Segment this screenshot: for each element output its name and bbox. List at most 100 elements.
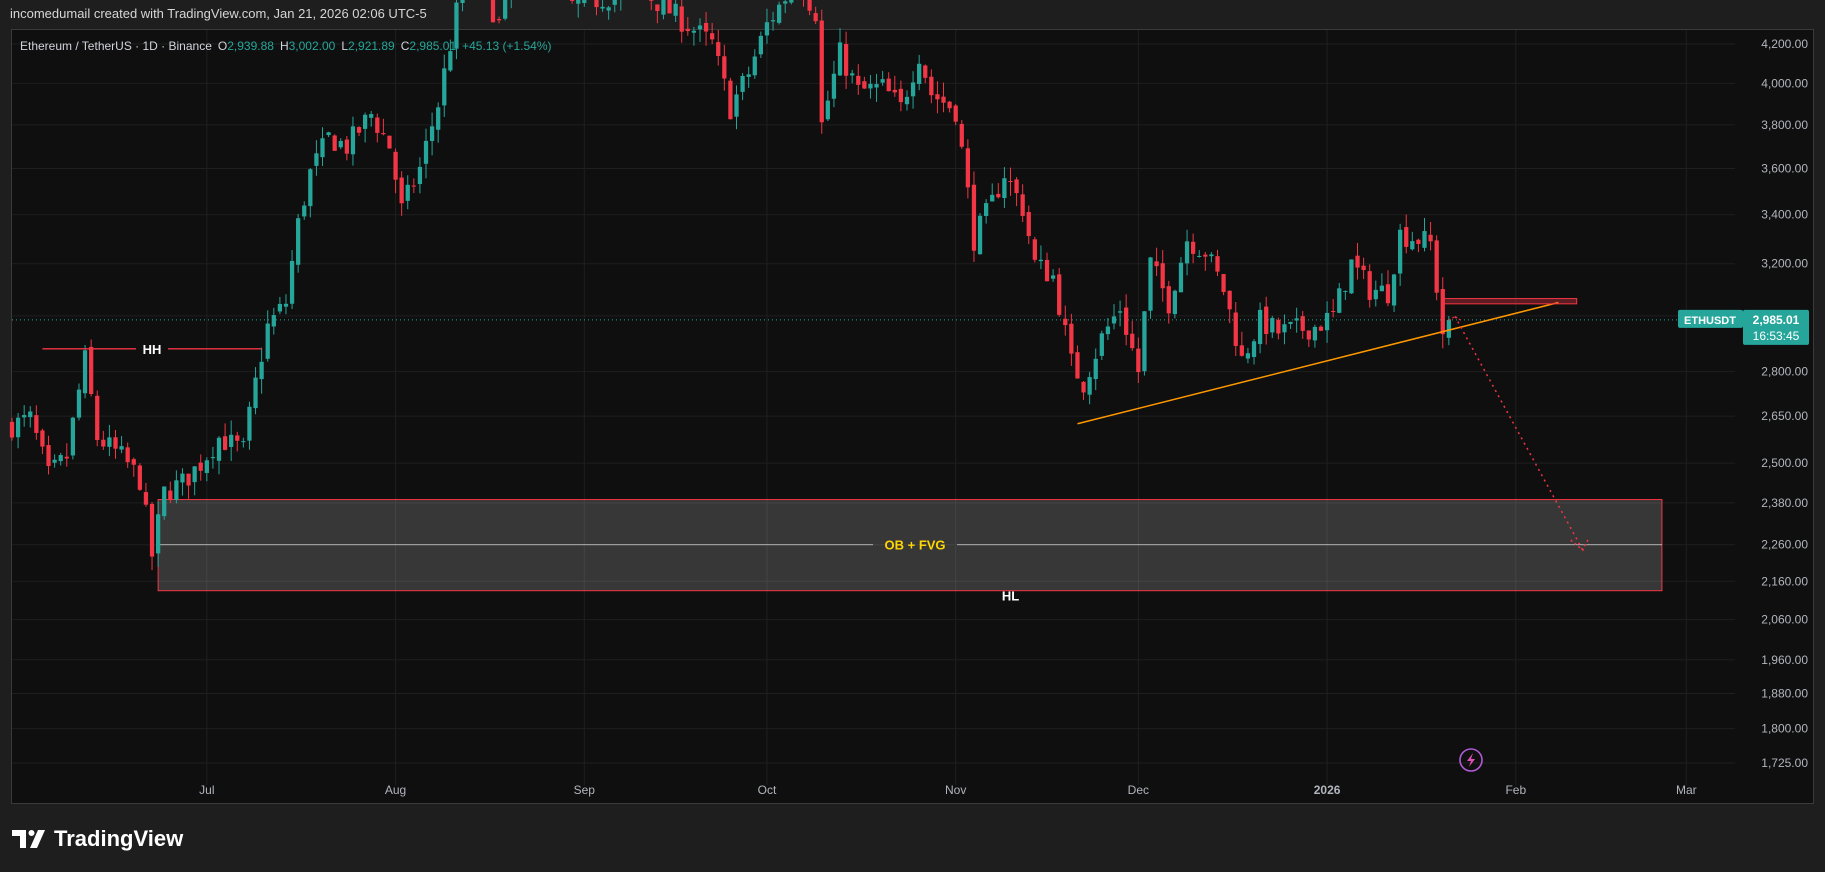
candle-down[interactable] [1300, 310, 1305, 339]
candle-down[interactable] [728, 77, 733, 120]
candle-down[interactable] [1075, 345, 1080, 379]
candle-up[interactable] [606, 5, 611, 20]
candle-up[interactable] [874, 73, 879, 102]
candle-down[interactable] [1416, 238, 1421, 253]
candle-up[interactable] [740, 72, 745, 101]
candle-up[interactable] [326, 131, 331, 138]
candle-up[interactable] [1257, 302, 1263, 354]
candle-up[interactable] [576, 0, 581, 18]
candle-up[interactable] [1337, 282, 1342, 314]
candle-down[interactable] [965, 139, 971, 199]
candle-down[interactable] [1063, 305, 1068, 336]
candle-up[interactable] [1093, 348, 1098, 391]
projection-arrow[interactable] [1454, 316, 1584, 551]
candle-down[interactable] [1440, 277, 1445, 349]
candle-up[interactable] [837, 28, 843, 76]
candle-down[interactable] [222, 423, 228, 451]
lightning-icon[interactable] [1459, 748, 1483, 772]
candle-down[interactable] [843, 31, 849, 89]
candle-up[interactable] [162, 486, 167, 520]
candle-down[interactable] [101, 430, 106, 450]
candle-up[interactable] [1111, 304, 1117, 330]
candle-up[interactable] [1373, 280, 1378, 307]
resistance-box[interactable] [1442, 298, 1578, 305]
candle-up[interactable] [904, 90, 910, 111]
candle-down[interactable] [649, 0, 654, 11]
candle-up[interactable] [180, 468, 185, 496]
candle-down[interactable] [1215, 249, 1220, 277]
candle-down[interactable] [710, 22, 715, 45]
candle-down[interactable] [1069, 313, 1074, 366]
candle-up[interactable] [509, 0, 513, 9]
candle-down[interactable] [1057, 268, 1062, 317]
candle-up[interactable] [831, 60, 837, 108]
candle-up[interactable] [1422, 217, 1427, 252]
candle-up[interactable] [283, 294, 289, 315]
candle-up[interactable] [910, 71, 916, 109]
candle-up[interactable] [776, 1, 782, 25]
candle-up[interactable] [746, 66, 751, 88]
candle-up[interactable] [107, 424, 112, 457]
candle-down[interactable] [1221, 273, 1226, 296]
candle-down[interactable] [935, 81, 940, 114]
candle-up[interactable] [758, 31, 763, 59]
candle-down[interactable] [807, 0, 812, 16]
candle-down[interactable] [1404, 214, 1409, 254]
candle-down[interactable] [1239, 331, 1244, 357]
candle-up[interactable] [70, 416, 76, 460]
candle-down[interactable] [34, 405, 39, 440]
candle-down[interactable] [64, 443, 69, 467]
candle-up[interactable] [22, 405, 27, 427]
candle-up[interactable] [174, 470, 179, 504]
candle-down[interactable] [947, 100, 952, 113]
candle-up[interactable] [155, 501, 161, 567]
candle-up[interactable] [984, 199, 989, 224]
candle-up[interactable] [1105, 317, 1111, 341]
candle-down[interactable] [1020, 184, 1025, 223]
candle-up[interactable] [76, 383, 82, 421]
candle-down[interactable] [1032, 236, 1037, 263]
candle-down[interactable] [941, 82, 946, 113]
candle-down[interactable] [375, 113, 380, 143]
candle-down[interactable] [886, 72, 891, 92]
candle-up[interactable] [1324, 301, 1330, 343]
candle-down[interactable] [381, 118, 386, 136]
candle-up[interactable] [320, 127, 325, 166]
candle-down[interactable] [1166, 280, 1171, 324]
candle-up[interactable] [1379, 273, 1385, 292]
candle-up[interactable] [119, 435, 124, 454]
candle-up[interactable] [350, 116, 356, 166]
candle-up[interactable] [697, 18, 703, 42]
candle-down[interactable] [1081, 381, 1086, 400]
candle-down[interactable] [801, 0, 806, 7]
candle-up[interactable] [448, 39, 453, 72]
candle-up[interactable] [789, 0, 794, 5]
candle-up[interactable] [210, 446, 216, 469]
candle-up[interactable] [1209, 252, 1214, 263]
candle-up[interactable] [429, 112, 435, 156]
candle-down[interactable] [95, 390, 100, 447]
candle-up[interactable] [417, 157, 423, 194]
candle-down[interactable] [186, 473, 191, 499]
candle-down[interactable] [1361, 257, 1366, 280]
candle-down[interactable] [40, 428, 45, 455]
candle-down[interactable] [856, 64, 861, 95]
candle-up[interactable] [1343, 290, 1348, 301]
candle-up[interactable] [661, 0, 666, 20]
candle-up[interactable] [229, 420, 234, 461]
candle-down[interactable] [125, 442, 130, 468]
candle-down[interactable] [344, 136, 349, 161]
candle-down[interactable] [819, 9, 824, 134]
candle-up[interactable] [15, 412, 21, 449]
candle-up[interactable] [825, 90, 830, 122]
candle-down[interactable] [113, 429, 118, 459]
candle-down[interactable] [959, 119, 964, 149]
candle-up[interactable] [1117, 300, 1123, 327]
candle-up[interactable] [600, 0, 605, 12]
candle-down[interactable] [1014, 177, 1019, 207]
trendline[interactable] [1077, 301, 1559, 425]
candle-up[interactable] [1002, 167, 1007, 208]
candle-up[interactable] [302, 201, 307, 220]
candle-down[interactable] [1385, 270, 1391, 307]
